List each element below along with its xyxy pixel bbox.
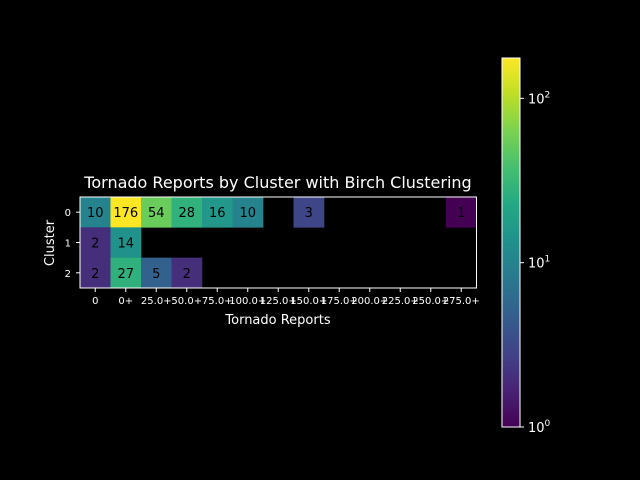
cell-value-label: 1 <box>457 206 465 221</box>
x-axis-label: Tornado Reports <box>224 313 330 328</box>
cell-value-label: 2 <box>91 236 99 251</box>
cell-value-label: 27 <box>117 267 134 282</box>
x-tick-label: 75.0+ <box>202 296 233 307</box>
heatmap-cell <box>80 257 111 289</box>
x-tick-label: 275.0+ <box>443 296 480 307</box>
cell-value-label: 3 <box>305 206 313 221</box>
x-tick-label: 100.0+ <box>229 296 266 307</box>
x-axis-ticks: 0 0+ 25.0+ 50.0+ 75.0+100.0+125.0+150.0+175.… <box>92 287 480 307</box>
y-axis-ticks: 0 1 2 <box>65 208 80 280</box>
heatmap-cell <box>141 197 172 228</box>
x-tick-label: 200.0+ <box>351 296 388 307</box>
heatmap-cell <box>293 197 325 228</box>
x-tick-label: 0 <box>92 296 98 307</box>
cell-value-label: 2 <box>91 267 99 282</box>
heatmap-cell <box>232 197 264 228</box>
cell-value-label: 5 <box>152 267 160 282</box>
colorbar-tick-label: 101 <box>528 255 550 272</box>
y-tick-label: 1 <box>65 238 71 249</box>
x-tick-label: 250.0+ <box>412 296 449 307</box>
heatmap-cells: 10 176 54 28 16 10 3 12 142 27 5 2 <box>80 197 477 289</box>
x-tick-label: 0+ <box>118 296 133 307</box>
heatmap-cell <box>110 227 142 258</box>
chart-title: Tornado Reports by Cluster with Birch Cl… <box>83 173 471 192</box>
heatmap-cell <box>80 227 111 258</box>
x-tick-label: 125.0+ <box>260 296 297 307</box>
heatmap-cell <box>171 197 203 228</box>
colorbar-tick-label: 102 <box>528 90 550 107</box>
heatmap-cell <box>80 197 111 228</box>
cell-value-label: 2 <box>183 267 191 282</box>
cell-value-label: 10 <box>87 206 104 221</box>
heatmap-cell <box>110 257 142 289</box>
cell-value-label: 10 <box>239 206 256 221</box>
colorbar-tick-label: 100 <box>528 419 551 436</box>
x-tick-label: 50.0+ <box>171 296 202 307</box>
x-tick-label: 25.0+ <box>141 296 172 307</box>
heatmap-cell <box>141 257 172 289</box>
cell-value-label: 28 <box>178 206 195 221</box>
cell-value-label: 16 <box>209 206 226 221</box>
heatmap-cell <box>110 197 142 228</box>
colorbar-ticks: 100 101 102 <box>520 90 551 436</box>
cell-value-label: 14 <box>117 236 134 251</box>
y-tick-label: 0 <box>65 208 71 219</box>
cell-value-label: 176 <box>113 206 138 221</box>
colorbar <box>501 57 521 428</box>
x-tick-label: 175.0+ <box>321 296 358 307</box>
heatmap-cell <box>171 257 203 289</box>
x-tick-label: 225.0+ <box>382 296 419 307</box>
y-axis-label: Cluster <box>43 219 58 266</box>
heatmap-cell <box>202 197 233 228</box>
y-tick-label: 2 <box>65 269 71 280</box>
heatmap-cell <box>446 197 477 228</box>
x-tick-label: 150.0+ <box>290 296 327 307</box>
cell-value-label: 54 <box>148 206 165 221</box>
